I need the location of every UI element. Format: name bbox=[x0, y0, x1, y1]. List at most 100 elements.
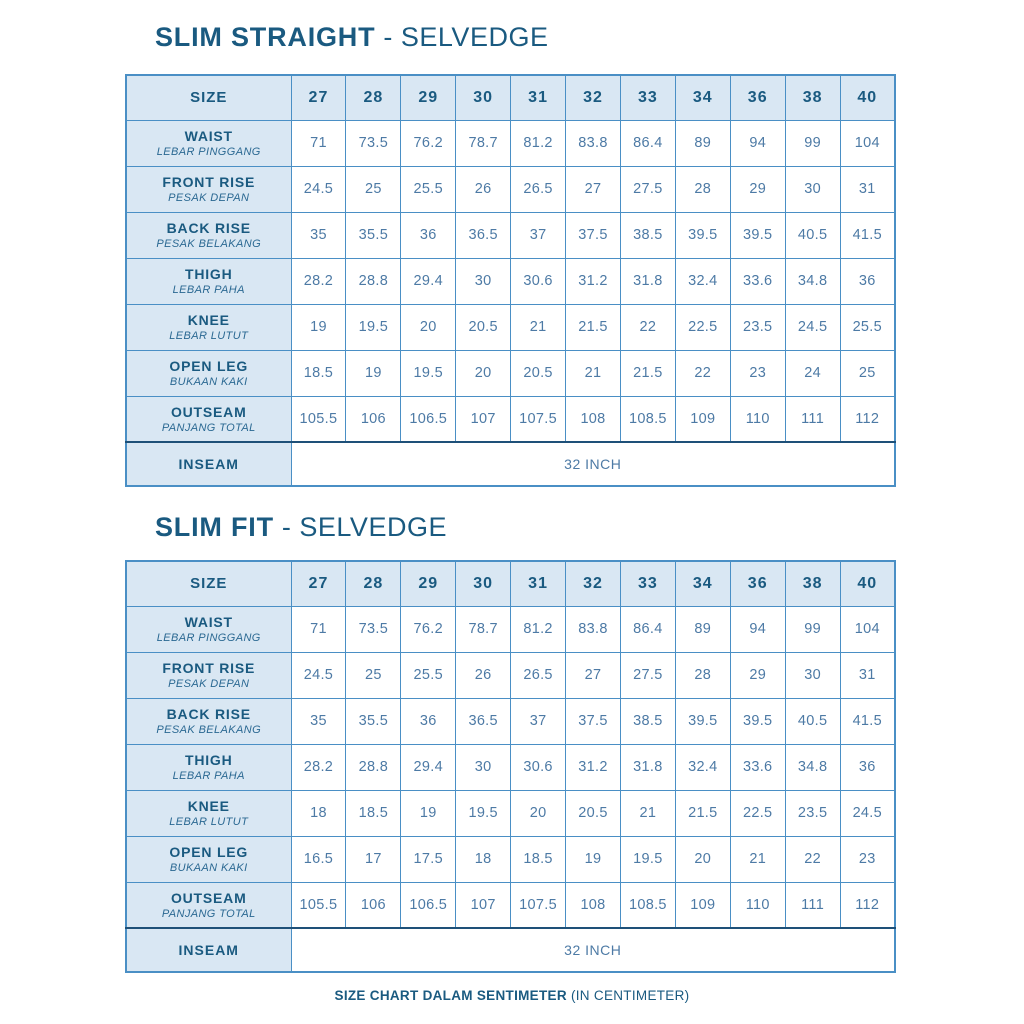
measurement-label: THIGH bbox=[184, 266, 233, 282]
measurement-sublabel: PESAK BELAKANG bbox=[156, 724, 262, 736]
measurement-value: 20 bbox=[455, 349, 512, 397]
measurement-value: 38.5 bbox=[619, 211, 676, 259]
size-value-header: 29 bbox=[400, 74, 457, 121]
table-title-slim-straight: SLIM STRAIGHT - SELVEDGE bbox=[155, 22, 1024, 52]
measurement-value: 105.5 bbox=[290, 881, 347, 929]
measurement-value: 37 bbox=[510, 211, 567, 259]
measurement-value: 33.6 bbox=[729, 257, 786, 305]
measurement-label: WAIST bbox=[184, 128, 233, 144]
size-value-header: 30 bbox=[455, 560, 512, 607]
row-label-cell: BACK RISE PESAK BELAKANG bbox=[125, 211, 292, 259]
measurement-sublabel: LEBAR PAHA bbox=[172, 770, 245, 782]
measurement-value: 36 bbox=[400, 697, 457, 745]
measurement-value: 18.5 bbox=[345, 789, 402, 837]
size-value-header: 33 bbox=[619, 560, 676, 607]
measurement-value: 23 bbox=[839, 835, 896, 883]
measurement-value: 106 bbox=[345, 881, 402, 929]
size-value-header: 36 bbox=[729, 74, 786, 121]
measurement-value: 22 bbox=[619, 303, 676, 351]
measurement-value: 27.5 bbox=[619, 651, 676, 699]
size-value-header: 38 bbox=[784, 74, 841, 121]
measurement-value: 32.4 bbox=[674, 743, 731, 791]
fit-name-slim-straight: SLIM STRAIGHT bbox=[155, 22, 376, 52]
measurement-value: 111 bbox=[784, 395, 841, 443]
measurement-value: 71 bbox=[290, 605, 347, 653]
measurement-value: 24.5 bbox=[290, 651, 347, 699]
measurement-value: 111 bbox=[784, 881, 841, 929]
measurement-value: 109 bbox=[674, 881, 731, 929]
measurement-value: 108 bbox=[565, 395, 621, 443]
measurement-value: 20 bbox=[400, 303, 457, 351]
measurement-value: 40.5 bbox=[784, 697, 841, 745]
measurement-value: 112 bbox=[839, 395, 896, 443]
measurement-value: 36 bbox=[400, 211, 457, 259]
measurement-label: KNEE bbox=[187, 798, 230, 814]
measurement-value: 25 bbox=[345, 165, 402, 213]
measurement-value: 99 bbox=[784, 605, 841, 653]
measurement-value: 28.8 bbox=[345, 257, 402, 305]
table-title-slim-fit: SLIM FIT - SELVEDGE bbox=[155, 512, 1024, 542]
measurement-value: 107 bbox=[455, 395, 512, 443]
measurement-value: 37 bbox=[510, 697, 567, 745]
measurement-value: 18 bbox=[290, 789, 347, 837]
measurement-value: 78.7 bbox=[455, 119, 512, 167]
measurement-value: 36 bbox=[839, 257, 896, 305]
measurement-row: OPEN LEG BUKAAN KAKI 18.5 19 19.5 20 20.5 21 21.… bbox=[125, 349, 896, 397]
measurement-sublabel: BUKAAN KAKI bbox=[169, 376, 248, 388]
measurement-value: 81.2 bbox=[510, 605, 567, 653]
measurement-value: 23.5 bbox=[729, 303, 786, 351]
measurement-value: 41.5 bbox=[839, 211, 896, 259]
measurement-value: 22 bbox=[674, 349, 731, 397]
measurement-value: 83.8 bbox=[565, 119, 621, 167]
size-value-header: 30 bbox=[455, 74, 512, 121]
measurement-value: 28.2 bbox=[290, 257, 347, 305]
measurement-value: 94 bbox=[729, 119, 786, 167]
measurement-value: 17 bbox=[345, 835, 402, 883]
measurement-value: 41.5 bbox=[839, 697, 896, 745]
measurement-value: 20 bbox=[510, 789, 567, 837]
measurement-row: OPEN LEG BUKAAN KAKI 16.5 17 17.5 18 18.5 19 19.… bbox=[125, 835, 896, 883]
measurement-value: 25.5 bbox=[839, 303, 896, 351]
measurement-label: OPEN LEG bbox=[169, 844, 249, 860]
measurement-value: 25 bbox=[839, 349, 896, 397]
measurement-value: 31.8 bbox=[619, 257, 676, 305]
measurement-sublabel: PANJANG TOTAL bbox=[161, 421, 256, 434]
measurement-value: 104 bbox=[839, 119, 896, 167]
size-value-header: 27 bbox=[290, 560, 347, 607]
measurement-sublabel: BUKAAN KAKI bbox=[169, 862, 248, 874]
measurement-value: 25.5 bbox=[400, 165, 457, 213]
measurement-row: THIGH LEBAR PAHA 28.2 28.8 29.4 30 30.6 31.2 31.… bbox=[125, 257, 896, 305]
size-value-header: 27 bbox=[290, 74, 347, 121]
measurement-value: 35.5 bbox=[345, 211, 402, 259]
measurement-sublabel: LEBAR PINGGANG bbox=[156, 146, 261, 158]
measurement-value: 36.5 bbox=[455, 697, 512, 745]
section-slim-fit: SLIM FIT - SELVEDGE SIZE 27 28 29 30 31 32 33 34… bbox=[0, 512, 1024, 973]
measurement-value: 107.5 bbox=[510, 881, 567, 929]
measurement-value: 78.7 bbox=[455, 605, 512, 653]
measurement-label: BACK RISE bbox=[166, 220, 251, 236]
measurement-row: BACK RISE PESAK BELAKANG 35 35.5 36 36.5 37 37.… bbox=[125, 211, 896, 259]
measurement-value: 86.4 bbox=[619, 605, 676, 653]
measurement-value: 21.5 bbox=[619, 349, 676, 397]
measurement-label: THIGH bbox=[184, 752, 233, 768]
measurement-value: 26.5 bbox=[510, 165, 567, 213]
measurement-value: 35.5 bbox=[345, 697, 402, 745]
measurement-value: 39.5 bbox=[729, 697, 786, 745]
size-value-header: 31 bbox=[510, 74, 567, 121]
measurement-value: 108.5 bbox=[619, 881, 676, 929]
row-label-cell: OPEN LEG BUKAAN KAKI bbox=[125, 835, 292, 883]
measurement-value: 30 bbox=[784, 165, 841, 213]
inseam-value-cell: 32 INCH bbox=[290, 441, 896, 487]
measurement-value: 30 bbox=[784, 651, 841, 699]
size-value-header: 32 bbox=[565, 74, 621, 121]
fit-name-slim-fit: SLIM FIT bbox=[155, 512, 274, 542]
measurement-value: 112 bbox=[839, 881, 896, 929]
measurement-value: 18.5 bbox=[290, 349, 347, 397]
measurement-value: 26.5 bbox=[510, 651, 567, 699]
measurement-value: 106 bbox=[345, 395, 402, 443]
measurement-value: 21 bbox=[619, 789, 676, 837]
measurement-sublabel: PESAK DEPAN bbox=[168, 192, 250, 204]
measurement-value: 25 bbox=[345, 651, 402, 699]
measurement-row: FRONT RISE PESAK DEPAN 24.5 25 25.5 26 26.5 27 2… bbox=[125, 165, 896, 213]
